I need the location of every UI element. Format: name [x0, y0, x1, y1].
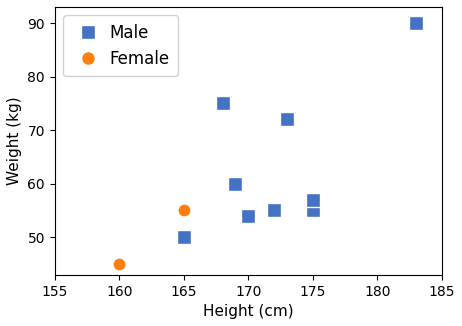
X-axis label: Height (cm): Height (cm) — [203, 304, 294, 319]
Male — [309, 197, 316, 202]
Male — [270, 208, 278, 213]
Male — [232, 181, 239, 186]
Male — [412, 21, 419, 26]
Male — [283, 117, 291, 122]
Male — [309, 208, 316, 213]
Legend: Male, Female: Male, Female — [63, 15, 178, 76]
Female — [180, 208, 188, 213]
Male — [219, 101, 226, 106]
Male — [180, 235, 188, 240]
Male — [245, 213, 252, 218]
Female — [116, 261, 123, 267]
Y-axis label: Weight (kg): Weight (kg) — [7, 96, 22, 185]
